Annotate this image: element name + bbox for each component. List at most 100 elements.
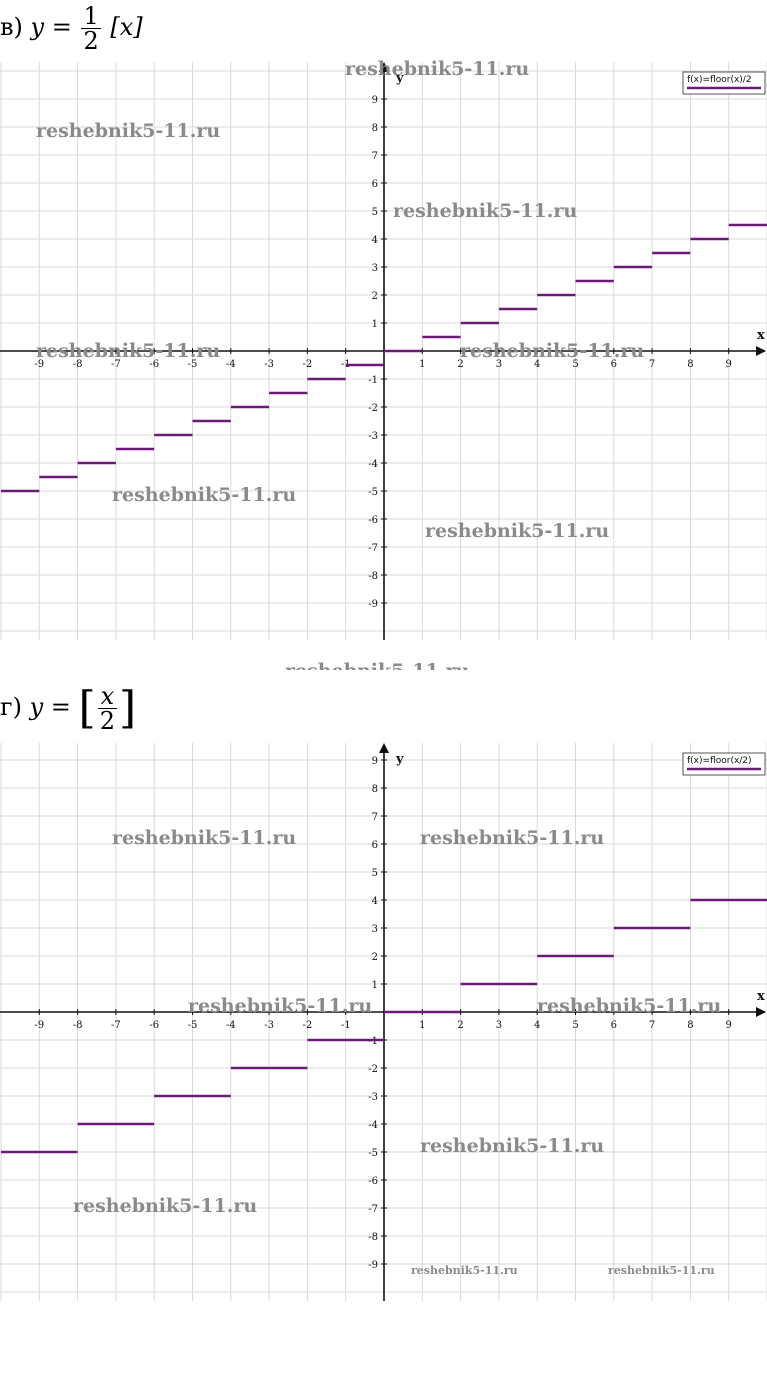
- y-tick-label: 7: [372, 151, 378, 162]
- watermark-text: reshebnik5-11.ru: [393, 200, 577, 222]
- y-tick-label: -7: [368, 1204, 378, 1215]
- y-tick-label: 6: [372, 840, 378, 851]
- watermark-text: reshebnik5-11.ru: [112, 484, 296, 506]
- x-tick-label: -2: [303, 1020, 313, 1031]
- y-tick-label: 1: [372, 319, 378, 330]
- legend: f(x)=floor(x)/2: [682, 71, 766, 95]
- chart-panel-v: в) y = 1 2 [x] xy-9-8-7-6-5-4-3-2-112345…: [0, 0, 767, 670]
- floor-bracket-close: ]: [118, 682, 137, 734]
- x-tick-label: 9: [726, 359, 732, 370]
- watermark-text: reshebnik5-11.ru: [425, 520, 609, 542]
- formula-fraction: 1 2: [81, 2, 101, 55]
- y-tick-label: 6: [372, 179, 378, 190]
- watermark-text: reshebnik5-11.ru: [285, 660, 469, 670]
- x-tick-label: 5: [572, 359, 578, 370]
- x-tick-label: 5: [572, 1020, 578, 1031]
- y-tick-label: 1: [372, 980, 378, 991]
- x-tick-label: -8: [73, 1020, 83, 1031]
- y-tick-label: 5: [372, 868, 378, 879]
- formula-denominator: 2: [99, 707, 115, 735]
- y-tick-label: -8: [368, 571, 378, 582]
- x-tick-label: 6: [611, 1020, 617, 1031]
- x-tick-label: 3: [496, 1020, 502, 1031]
- y-tick-label: 3: [372, 263, 378, 274]
- y-tick-label: -3: [368, 1092, 378, 1103]
- formula-argument: [x]: [110, 13, 143, 41]
- legend: f(x)=floor(x/2): [682, 752, 766, 776]
- y-tick-label: -5: [368, 1148, 378, 1159]
- y-tick-label: -4: [368, 459, 378, 470]
- x-tick-label: 3: [496, 359, 502, 370]
- watermark-text: reshebnik5-11.ru: [420, 827, 604, 849]
- watermark-text: reshebnik5-11.ru: [36, 120, 220, 142]
- watermark-text: reshebnik5-11.ru: [411, 1264, 518, 1277]
- y-axis-label: y: [395, 71, 404, 86]
- x-tick-label: 7: [649, 1020, 655, 1031]
- x-tick-label: -9: [34, 359, 44, 370]
- x-tick-label: 8: [687, 359, 693, 370]
- x-tick-label: -5: [188, 359, 198, 370]
- floor-bracket-open: [: [78, 682, 96, 734]
- x-tick-label: 2: [457, 359, 463, 370]
- y-tick-label: 5: [372, 207, 378, 218]
- watermark-text: reshebnik5-11.ru: [36, 340, 220, 362]
- x-tick-label: 4: [534, 1020, 540, 1031]
- x-tick-label: 1: [419, 1020, 425, 1031]
- y-tick-label: 9: [372, 756, 378, 767]
- formula-numerator: x: [97, 684, 117, 709]
- y-tick-label: -4: [368, 1120, 378, 1131]
- x-tick-label: -7: [111, 1020, 121, 1031]
- x-tick-label: 4: [534, 359, 540, 370]
- x-tick-label: -9: [34, 1020, 44, 1031]
- watermark-text: reshebnik5-11.ru: [537, 995, 721, 1017]
- x-tick-label: 9: [726, 1020, 732, 1031]
- formula-fraction: x 2: [97, 684, 117, 735]
- y-tick-label: -6: [368, 515, 378, 526]
- formula-heading: в) y = 1 2 [x]: [0, 4, 143, 53]
- y-tick-label: -9: [368, 599, 378, 610]
- y-axis-arrow: [379, 62, 389, 72]
- y-tick-label: 2: [372, 952, 378, 963]
- x-tick-label: -3: [264, 359, 274, 370]
- x-axis-arrow: [756, 346, 766, 356]
- y-tick-label: -9: [368, 1260, 378, 1271]
- watermark-text: reshebnik5-11.ru: [112, 827, 296, 849]
- y-tick-label: 2: [372, 291, 378, 302]
- y-tick-label: -5: [368, 487, 378, 498]
- formula-eq: =: [50, 693, 71, 721]
- legend-label: f(x)=floor(x)/2: [687, 75, 752, 85]
- legend-label: f(x)=floor(x/2): [687, 756, 752, 766]
- x-tick-label: -7: [111, 359, 121, 370]
- x-tick-label: 2: [457, 1020, 463, 1031]
- y-tick-label: 3: [372, 924, 378, 935]
- x-tick-label: 6: [611, 359, 617, 370]
- y-tick-label: -1: [368, 375, 378, 386]
- x-tick-label: -4: [226, 1020, 236, 1031]
- chart-panel-g: г) y = [ x 2 ] x y -9 -8 -7 -6 -5 -4 -3 -2 -1 1 2 3 4 5…: [0, 670, 767, 1341]
- y-tick-label: 8: [372, 784, 378, 795]
- formula-lhs: y: [30, 13, 45, 41]
- x-tick-label: 8: [687, 1020, 693, 1031]
- y-tick-label: -1: [368, 1036, 378, 1047]
- formula-eq: =: [51, 13, 72, 41]
- x-axis-label: x: [757, 989, 765, 1004]
- x-tick-label: -6: [149, 359, 159, 370]
- watermark-text: reshebnik5-11.ru: [608, 1264, 715, 1277]
- watermark-text: reshebnik5-11.ru: [345, 60, 529, 80]
- formula-numerator: 1: [81, 2, 101, 30]
- y-tick-label: -2: [368, 1064, 378, 1075]
- chart-plot: xy-9-8-7-6-5-4-3-2-1123456789987654321-1…: [0, 60, 767, 670]
- y-tick-label: -6: [368, 1176, 378, 1187]
- y-tick-label: -8: [368, 1232, 378, 1243]
- watermark-text: reshebnik5-11.ru: [460, 340, 644, 362]
- x-axis-arrow: [756, 1007, 766, 1017]
- x-tick-label: -1: [341, 1020, 351, 1031]
- x-axis-label: x: [757, 328, 765, 343]
- x-tick-label: -6: [149, 1020, 159, 1031]
- watermark-text: reshebnik5-11.ru: [420, 1135, 604, 1157]
- formula-denominator: 2: [83, 27, 99, 55]
- y-tick-label: -2: [368, 403, 378, 414]
- formula-label: г): [0, 693, 22, 721]
- formula-heading: г) y = [ x 2 ]: [0, 684, 136, 733]
